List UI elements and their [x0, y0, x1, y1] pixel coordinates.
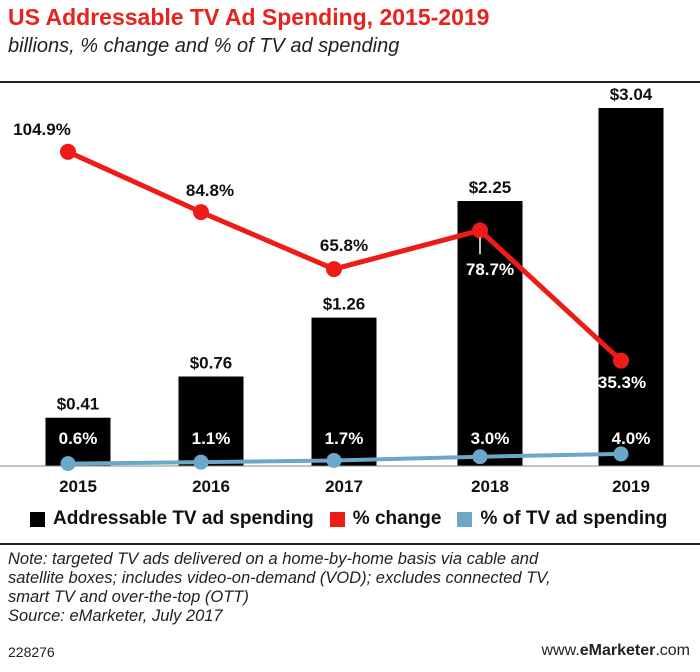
- x-tick-label: 2018: [471, 477, 509, 496]
- legend-swatch-bars: [30, 511, 45, 527]
- brand-link[interactable]: www.eMarketer.com: [541, 642, 690, 660]
- chart-id: 228276: [8, 644, 55, 660]
- legend-item-pct-change: % change: [329, 508, 442, 530]
- pct-tv-point: [326, 452, 342, 468]
- top-rule: [0, 81, 700, 83]
- pct-tv-point: [472, 449, 488, 465]
- note-line: satellite boxes; includes video-on-deman…: [8, 569, 551, 587]
- pct-change-label: 35.3%: [598, 373, 646, 392]
- pct-change-label: 104.9%: [13, 120, 71, 139]
- note-line: smart TV and over-the-top (OTT): [8, 588, 249, 606]
- bar: [178, 376, 244, 466]
- pct-tv-label: 1.1%: [192, 429, 231, 448]
- pct-change-label: 65.8%: [320, 236, 368, 255]
- bar: [45, 417, 111, 466]
- pct-tv-label: 4.0%: [612, 429, 651, 448]
- chart-subtitle: billions, % change and % of TV ad spendi…: [8, 35, 400, 57]
- legend-label-bars: Addressable TV ad spending: [53, 508, 314, 529]
- x-tick-label: 2019: [612, 477, 650, 496]
- pct-tv-point: [60, 456, 76, 472]
- legend-swatch-pct-tv: [457, 511, 473, 527]
- bottom-rule: [0, 543, 700, 545]
- x-tick-label: 2017: [325, 477, 363, 496]
- chart-note: Note: targeted TV ads delivered on a hom…: [8, 550, 692, 626]
- pct-tv-label: 0.6%: [59, 429, 98, 448]
- pct-tv-point: [193, 454, 209, 470]
- bar-value-label: $0.41: [57, 395, 100, 414]
- pct-change-point: [60, 143, 76, 160]
- pct-change-point: [326, 261, 342, 278]
- x-tick-label: 2016: [192, 477, 230, 496]
- pct-change-label: 84.8%: [186, 181, 234, 200]
- pct-tv-label: 3.0%: [471, 429, 510, 448]
- bar: [598, 108, 664, 466]
- chart-plot: $0.41 $0.76 $1.26 $2.25 $3.04 2015 2016 2017 201…: [0, 85, 700, 496]
- bar-value-label: $1.26: [323, 295, 366, 314]
- bar-value-label: $0.76: [190, 354, 233, 373]
- x-tick-label: 2015: [59, 477, 97, 496]
- legend-label-pct-tv: % of TV ad spending: [480, 508, 668, 529]
- brand-name: eMarketer: [579, 642, 656, 659]
- pct-tv-point: [613, 446, 629, 462]
- chart-legend: Addressable TV ad spending % change % of…: [30, 508, 683, 530]
- bar: [457, 201, 523, 466]
- brand-prefix: www.: [541, 642, 580, 659]
- source-line: Source: eMarketer, July 2017: [8, 607, 223, 625]
- pct-change-point: [193, 204, 209, 221]
- brand-suffix: .com: [655, 642, 690, 659]
- bar-value-label: $3.04: [610, 85, 653, 104]
- pct-change-label: 78.7%: [466, 260, 514, 279]
- pct-change-point: [613, 352, 629, 369]
- chart-title: US Addressable TV Ad Spending, 2015-2019: [8, 4, 490, 30]
- bar: [311, 317, 377, 466]
- legend-item-pct-tv: % of TV ad spending: [457, 508, 667, 530]
- legend-swatch-pct-change: [329, 511, 345, 527]
- pct-tv-label: 1.7%: [325, 429, 364, 448]
- pct-change-point: [472, 222, 488, 239]
- legend-label-pct-change: % change: [352, 508, 442, 529]
- note-line: Note: targeted TV ads delivered on a hom…: [8, 550, 539, 568]
- legend-item-bars: Addressable TV ad spending: [30, 508, 314, 530]
- bar-value-label: $2.25: [469, 178, 512, 197]
